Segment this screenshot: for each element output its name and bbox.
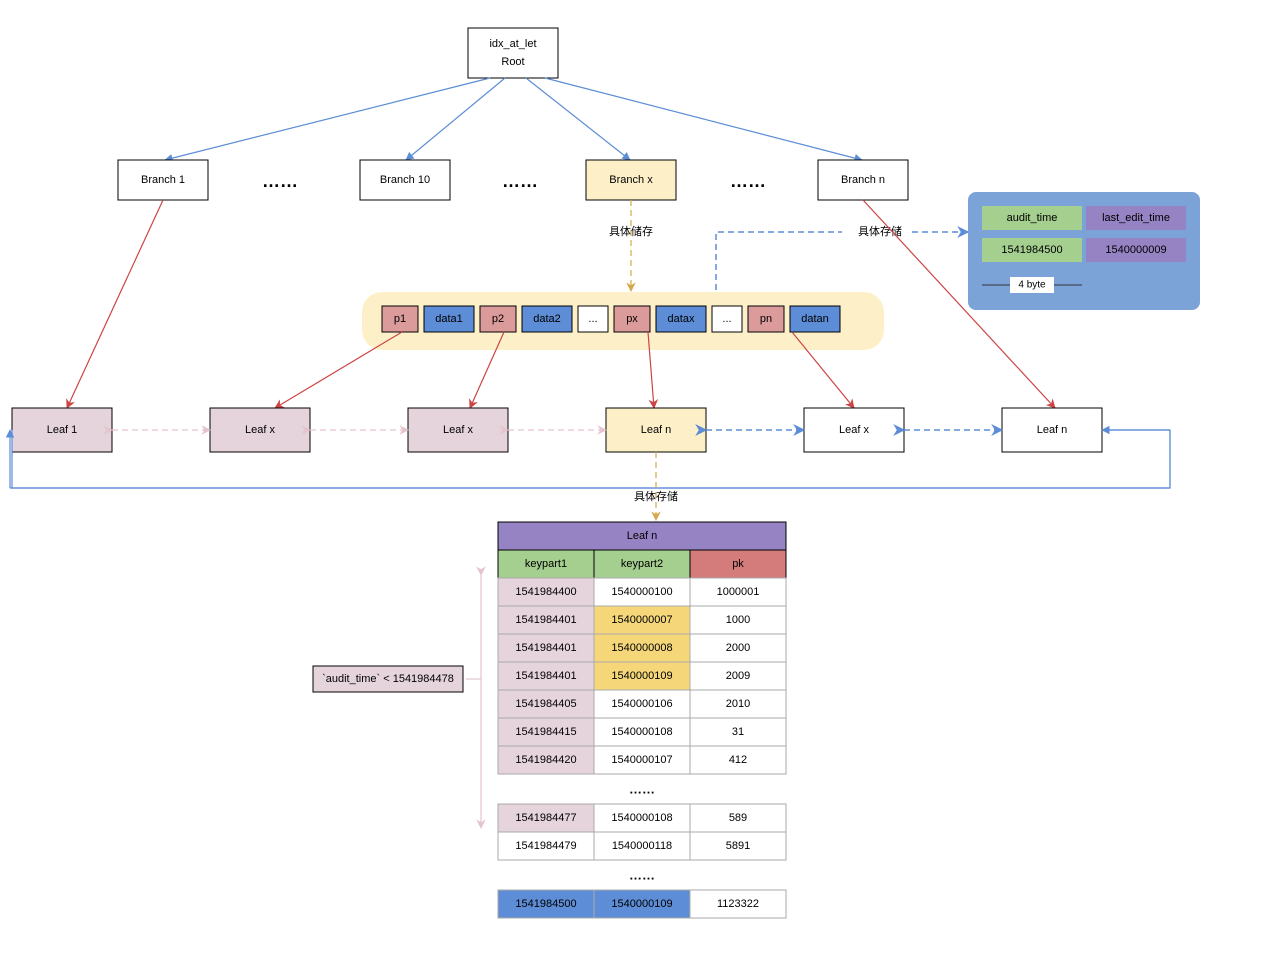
panel-val-right-label: 1540000009 (1105, 244, 1166, 256)
root-label-1: idx_at_let (489, 38, 536, 50)
branch-x-label: Branch x (609, 174, 653, 186)
edge-root-b1 (165, 78, 490, 160)
byte-label: 4 byte (1018, 280, 1046, 291)
table-cell-label: 1541984415 (515, 726, 576, 738)
leaf-4-label: Leaf x (839, 424, 869, 436)
table-cell-label: 1123322 (717, 898, 759, 910)
panel-val-left-label: 1541984500 (1001, 244, 1062, 256)
table-cell-label: 1541984420 (515, 754, 576, 766)
table-hdr-1-label: keypart2 (621, 558, 663, 570)
condition-label: `audit_time` < 1541984478 (322, 673, 454, 685)
table-cell-label: 1540000108 (611, 812, 672, 824)
table-ellipsis-1: …… (629, 781, 655, 796)
edge-b1-leaf1 (67, 200, 163, 408)
table-cell-label: 1000001 (717, 586, 760, 598)
table-cell-label: 1541984477 (515, 812, 576, 824)
table-cell-label: 2000 (726, 642, 750, 654)
entry-4-label: ... (588, 313, 597, 325)
entry-8-label: pn (760, 313, 772, 325)
ellipsis-branches-2: …… (502, 171, 538, 191)
leaf-0-label: Leaf 1 (47, 424, 78, 436)
ellipsis-branches-3: …… (730, 171, 766, 191)
table-cell-label: 2010 (726, 698, 750, 710)
btree-diagram: idx_at_let Root Branch 1 …… Branch 10 ……… (0, 0, 1269, 978)
edge-root-b10 (406, 78, 505, 160)
entry-3-label: data2 (533, 313, 561, 325)
table-cell-label: 1541984500 (515, 898, 576, 910)
table-cell-label: 1541984401 (515, 614, 576, 626)
table-cell-label: 1540000008 (611, 642, 672, 654)
table-cell-label: 1540000007 (611, 614, 672, 626)
ellipsis-branches-1: …… (262, 171, 298, 191)
edge-root-bx (526, 78, 630, 160)
root-node (468, 28, 558, 78)
branch-n-label: Branch n (841, 174, 885, 186)
branch-1-label: Branch 1 (141, 174, 185, 186)
panel-hdr-right-label: last_edit_time (1102, 212, 1170, 224)
table-ellipsis-2: …… (629, 867, 655, 882)
entry-9-label: datan (801, 313, 829, 325)
table-cell-label: 1540000107 (611, 754, 672, 766)
root-label-2: Root (501, 56, 524, 68)
table-cell-label: 1541984479 (515, 840, 576, 852)
edge-p1-leaf (275, 332, 402, 408)
table-cell-label: 5891 (726, 840, 750, 852)
leaf-5-label: Leaf n (1037, 424, 1068, 436)
branch-10-label: Branch 10 (380, 174, 430, 186)
table-cell-label: 1540000118 (612, 840, 672, 852)
table-cell-label: 1540000108 (611, 726, 672, 738)
entry-0-label: p1 (394, 313, 406, 325)
table-cell-label: 2009 (726, 670, 750, 682)
edge-datax-annot (716, 232, 842, 300)
entry-1-label: data1 (435, 313, 463, 325)
table-cell-label: 589 (729, 812, 747, 824)
table-cell-label: 1541984405 (515, 698, 576, 710)
table-cell-label: 1541984400 (515, 586, 576, 598)
table-cell-label: 1540000100 (611, 586, 672, 598)
table-hdr-0-label: keypart1 (525, 558, 567, 570)
table-cell-label: 412 (729, 754, 747, 766)
entry-7-label: ... (722, 313, 731, 325)
table-cell-label: 1540000106 (611, 698, 672, 710)
table-cell-label: 1540000109 (611, 898, 672, 910)
edge-root-bn (545, 78, 862, 160)
table-cell-label: 1540000109 (611, 670, 672, 682)
entry-6-label: datax (668, 313, 695, 325)
leaf-2-label: Leaf x (443, 424, 473, 436)
panel-hdr-left-label: audit_time (1007, 212, 1058, 224)
entry-2-label: p2 (492, 313, 504, 325)
table-cell-label: 31 (732, 726, 744, 738)
table-cell-label: 1541984401 (515, 642, 576, 654)
table-title-label: Leaf n (627, 530, 658, 542)
entry-5-label: px (626, 313, 638, 325)
leaf-wrap-edge (12, 430, 1170, 488)
table-cell-label: 1000 (726, 614, 750, 626)
leaf-3-label: Leaf n (641, 424, 672, 436)
leaf-table: Leaf n keypart1 keypart2 pk 1541984400 154000… (498, 522, 786, 918)
table-cell-label: 1541984401 (515, 670, 576, 682)
leaf-1-label: Leaf x (245, 424, 275, 436)
table-hdr-2-label: pk (732, 558, 744, 570)
